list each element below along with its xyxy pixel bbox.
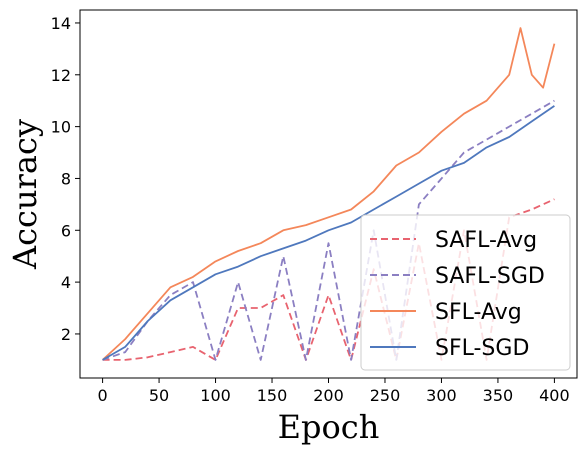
x-tick-label: 400 — [539, 386, 570, 405]
y-tick-label: 8 — [61, 169, 71, 188]
series-line-3 — [102, 105, 555, 361]
y-tick-label: 4 — [61, 273, 71, 292]
y-tick-label: 2 — [61, 325, 71, 344]
legend-box — [360, 214, 571, 371]
x-tick-label: 0 — [97, 386, 107, 405]
y-axis: 2 4 6 8 10 12 14 — [51, 14, 80, 344]
x-tick-label: 50 — [149, 386, 169, 405]
y-tick-label: 6 — [61, 221, 71, 240]
legend-label: SAFL-Avg — [435, 228, 537, 253]
x-tick-label: 350 — [483, 386, 514, 405]
series-line-1 — [102, 99, 555, 361]
x-tick-label: 300 — [426, 386, 457, 405]
y-axis-title: Accuracy — [6, 119, 44, 270]
x-tick-label: 150 — [257, 386, 288, 405]
x-tick-label: 200 — [313, 386, 344, 405]
x-axis: 0 50 100 150 200 250 300 350 400 — [97, 378, 570, 405]
x-tick-label: 250 — [370, 386, 401, 405]
series-line-2 — [101, 27, 556, 361]
legend: SAFL-Avg SAFL-SGD SFL-Avg SFL-SGD — [360, 214, 571, 371]
x-axis-title: Epoch — [278, 408, 380, 446]
legend-label: SFL-SGD — [435, 336, 529, 361]
y-tick-label: 14 — [51, 14, 71, 33]
y-tick-label: 12 — [51, 66, 71, 85]
legend-label: SAFL-SGD — [435, 264, 545, 289]
x-tick-label: 100 — [200, 386, 231, 405]
y-tick-label: 10 — [51, 118, 71, 137]
legend-label: SFL-Avg — [435, 300, 522, 325]
